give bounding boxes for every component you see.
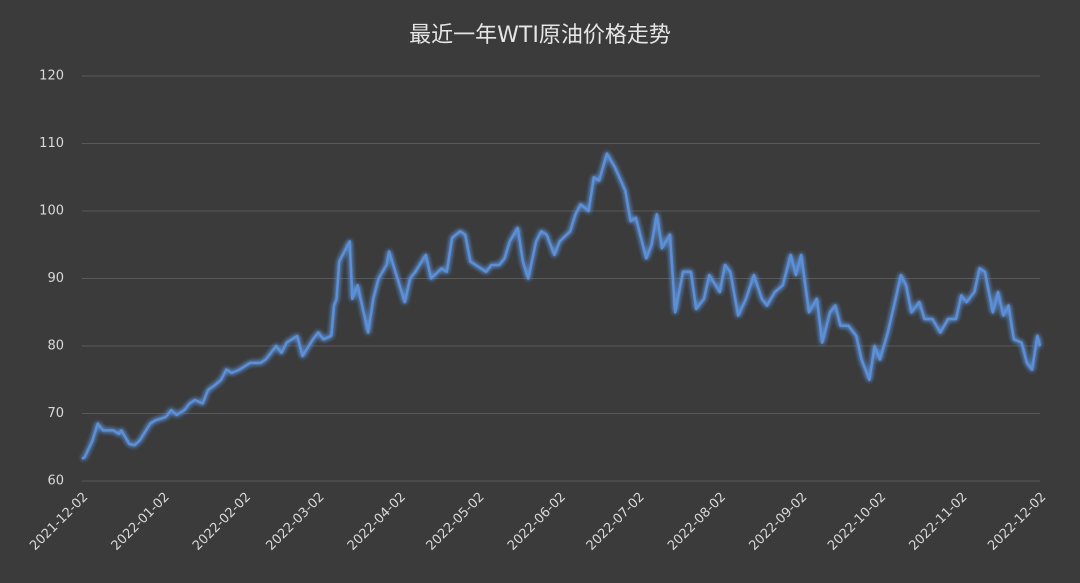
y-tick-label: 80 (47, 339, 64, 354)
x-tick-label: 2022-04-02 (345, 490, 409, 554)
y-tick-label: 70 (47, 406, 64, 421)
y-tick-label: 100 (39, 204, 64, 219)
x-tick-label: 2022-12-02 (985, 490, 1049, 554)
x-tick-label: 2022-03-02 (263, 490, 327, 554)
y-tick-label: 120 (39, 69, 64, 84)
y-tick-label: 60 (47, 474, 64, 489)
x-tick-label: 2022-05-02 (424, 490, 488, 554)
x-tick-label: 2022-02-02 (190, 490, 254, 554)
price-line (81, 152, 1042, 460)
x-tick-label: 2021-12-02 (27, 490, 91, 554)
x-tick-label: 2022-06-02 (505, 490, 569, 554)
x-tick-label: 2022-08-02 (665, 490, 729, 554)
x-tick-label: 2022-10-02 (825, 490, 889, 554)
y-tick-label: 90 (47, 271, 64, 286)
x-tick-label: 2022-09-02 (746, 490, 810, 554)
y-tick-label: 110 (39, 136, 64, 151)
x-tick-label: 2022-07-02 (584, 490, 648, 554)
chart-title: 最近一年WTI原油价格走势 (409, 23, 671, 48)
x-tick-label: 2022-01-02 (109, 490, 173, 554)
x-tick-label: 2022-11-02 (907, 490, 971, 554)
